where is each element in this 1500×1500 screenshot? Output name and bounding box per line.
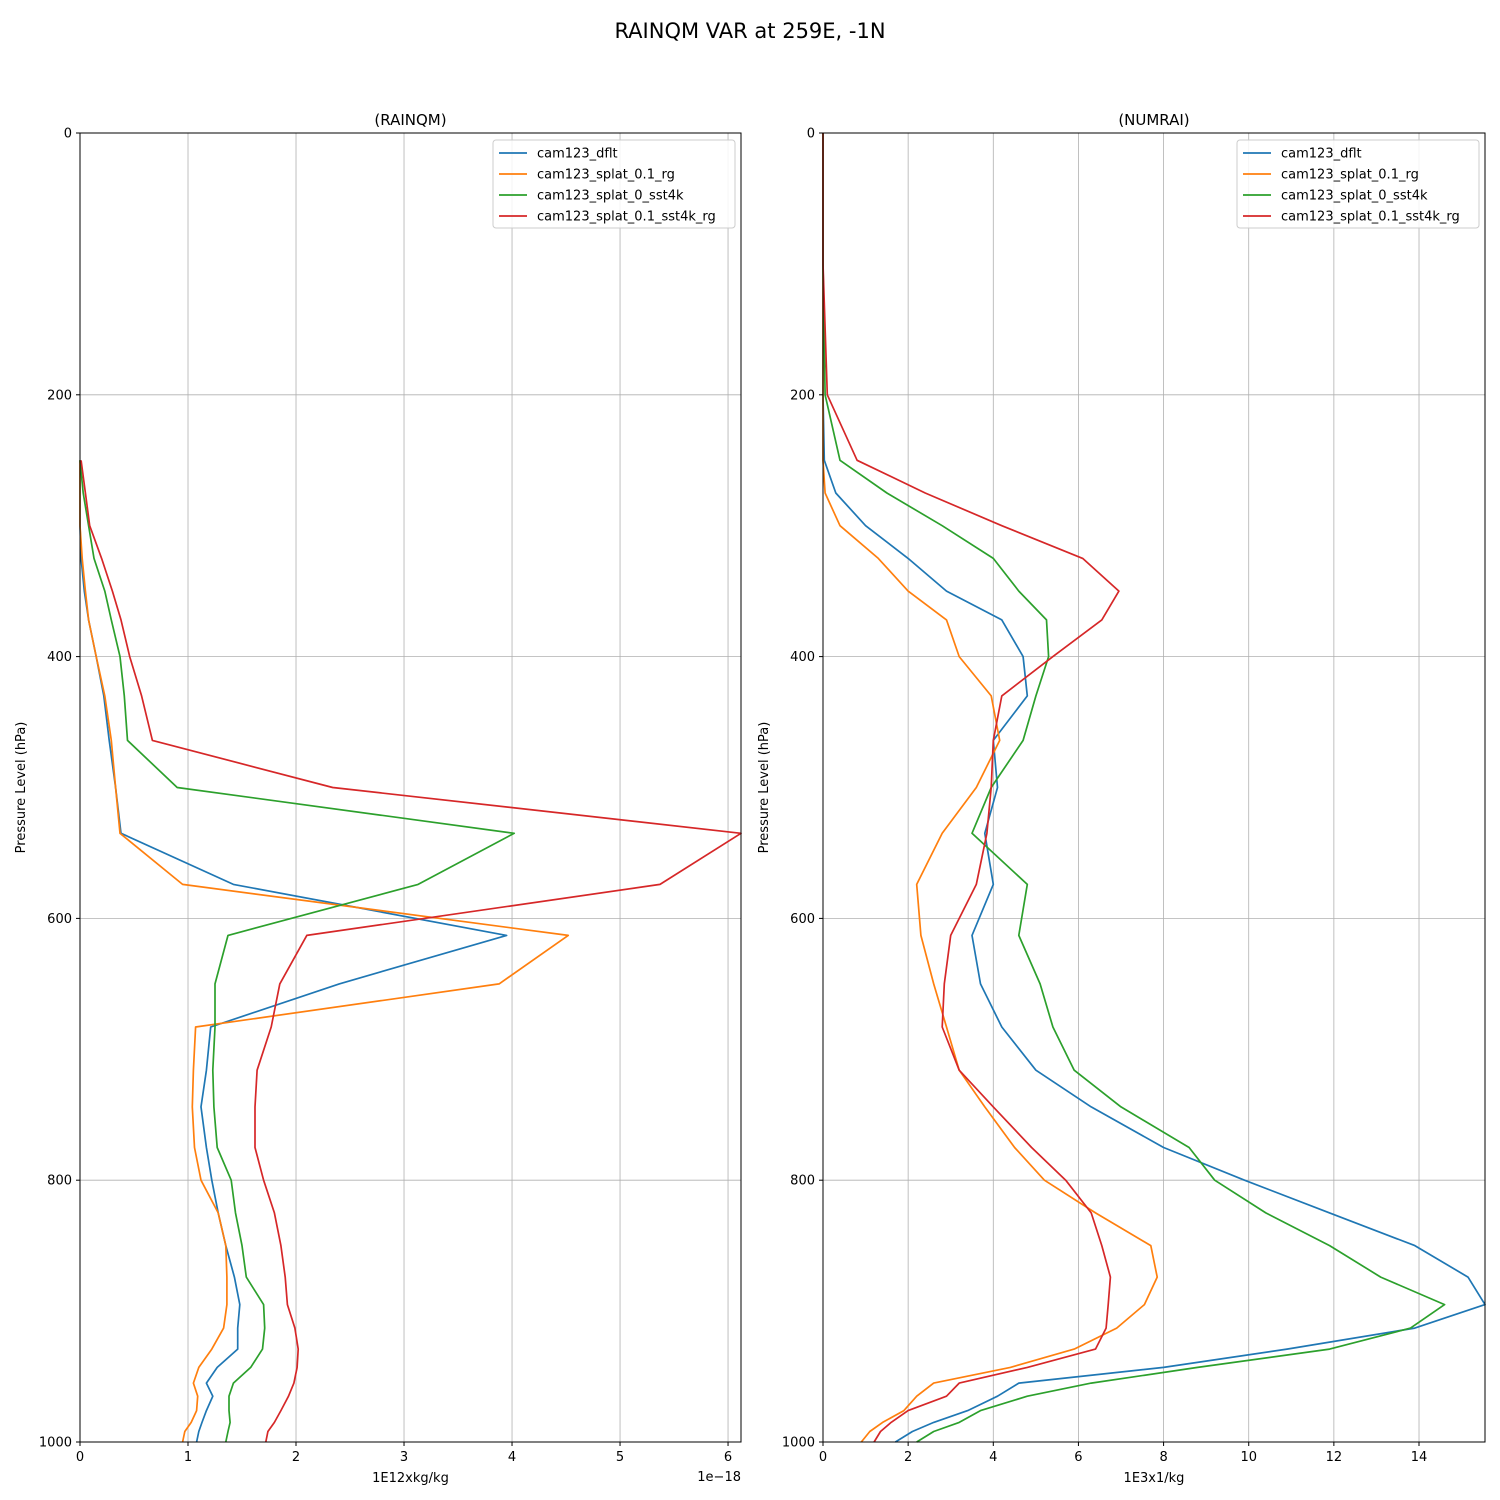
- y-axis-label: Pressure Level (hPa): [14, 722, 29, 854]
- series-line-cam123_splat_0_sst4k: [79, 460, 516, 1443]
- numrai-panel: 0 2 4 6 8 10 12 14 0 200 400 600 800 1000 (NUMRAI) 1E3x…: [757, 111, 1486, 1486]
- x-tick-label: 5: [616, 1450, 624, 1465]
- series-line-cam123_dflt: [822, 133, 1486, 1443]
- y-tick-label: 200: [790, 388, 815, 403]
- legend-label: cam123_splat_0.1_sst4k_rg: [537, 210, 716, 225]
- y-tick-label: 0: [807, 127, 815, 142]
- legend-box: [492, 139, 736, 229]
- x-tick-label: 2: [904, 1450, 912, 1465]
- axes-title: (NUMRAI): [1118, 111, 1189, 129]
- y-tick-label: 600: [47, 912, 72, 927]
- rainqm-panel: 0 1 2 3 4 5 6 0 200 400 600 800 1000 (RAINQM) 1E12xkg/…: [14, 111, 742, 1486]
- legend-label: cam123_splat_0.1_rg: [537, 168, 675, 183]
- legend-box: [1236, 139, 1480, 229]
- x-tick-label: 4: [508, 1450, 516, 1465]
- x-tick-label: 6: [724, 1450, 732, 1465]
- x-offset-text: 1e−18: [697, 1470, 741, 1485]
- y-tick-label: 0: [64, 127, 72, 142]
- y-tick-label: 1000: [782, 1436, 815, 1451]
- legend: cam123_dflt cam123_splat_0.1_rg cam123_spl…: [1236, 139, 1480, 229]
- y-tick-label: 1000: [39, 1436, 72, 1451]
- legend-label: cam123_splat_0.1_sst4k_rg: [1281, 210, 1460, 225]
- y-tick-label: 800: [790, 1174, 815, 1189]
- y-tick-label: 200: [47, 388, 72, 403]
- x-tick-label: 12: [1326, 1450, 1343, 1465]
- y-axis-label: Pressure Level (hPa): [757, 722, 772, 854]
- legend-label: cam123_splat_0_sst4k: [537, 189, 684, 204]
- legend-label: cam123_splat_0.1_rg: [1281, 168, 1419, 183]
- axes-frame: [79, 132, 742, 1443]
- y-tick-label: 400: [47, 650, 72, 665]
- legend: cam123_dflt cam123_splat_0.1_rg cam123_spl…: [492, 139, 736, 229]
- series-line-cam123_splat_0.1_sst4k_rg: [80, 460, 742, 1443]
- x-tick-label: 0: [819, 1450, 827, 1465]
- x-tick-label: 1: [184, 1450, 192, 1465]
- x-tick-label: 2: [292, 1450, 300, 1465]
- x-tick-label: 6: [1074, 1450, 1082, 1465]
- x-tick-label: 3: [400, 1450, 408, 1465]
- x-tick-label: 4: [989, 1450, 997, 1465]
- series-line-cam123_splat_0.1_rg: [79, 460, 570, 1443]
- x-axis-label: 1E12xkg/kg: [372, 1471, 449, 1486]
- series-line-cam123_dflt: [79, 460, 508, 1443]
- figure-suptitle: RAINQM VAR at 259E, -1N: [614, 19, 885, 43]
- x-tick-label: 10: [1240, 1450, 1257, 1465]
- legend-label: cam123_dflt: [537, 147, 618, 162]
- x-tick-label: 0: [76, 1450, 84, 1465]
- legend-label: cam123_splat_0_sst4k: [1281, 189, 1428, 204]
- legend-label: cam123_dflt: [1281, 147, 1362, 162]
- x-axis-label: 1E3x1/kg: [1124, 1471, 1185, 1486]
- x-tick-label: 8: [1159, 1450, 1167, 1465]
- series-line-cam123_splat_0_sst4k: [822, 133, 1446, 1443]
- x-tick-label: 14: [1411, 1450, 1428, 1465]
- series-line-cam123_splat_0.1_rg: [822, 133, 1159, 1443]
- y-tick-label: 800: [47, 1174, 72, 1189]
- y-tick-label: 600: [790, 912, 815, 927]
- axes-frame: [822, 132, 1486, 1443]
- series-line-cam123_splat_0.1_sst4k_rg: [822, 133, 1120, 1443]
- y-tick-label: 400: [790, 650, 815, 665]
- axes-title: (RAINQM): [374, 111, 446, 129]
